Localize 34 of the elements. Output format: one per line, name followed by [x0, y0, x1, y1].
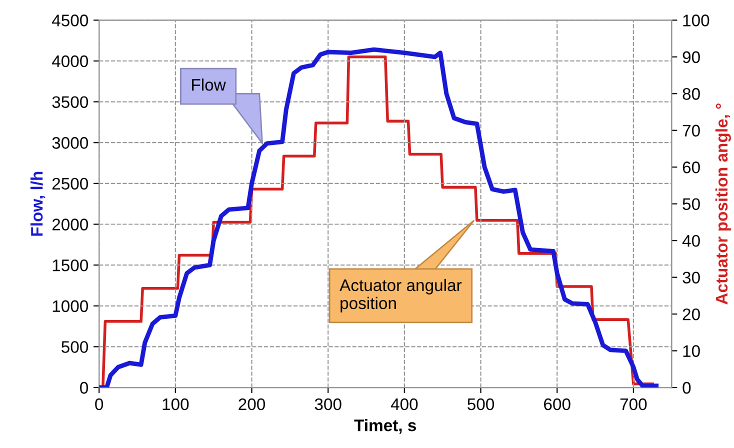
- y2-tick-label: 50: [682, 198, 700, 210]
- annotation: Flow: [192, 78, 226, 91]
- y-tick-label: 4500: [52, 14, 88, 26]
- x-tick-label: 0: [95, 398, 104, 410]
- y2-tick-label: 60: [682, 162, 700, 174]
- x-tick-label: 300: [314, 398, 342, 410]
- y2-tick-label: 10: [683, 345, 700, 357]
- y-tick-label: 3500: [52, 96, 88, 108]
- y-tick-label: 1000: [52, 300, 88, 312]
- y2-tick-label: 20: [682, 308, 700, 320]
- annotation: Actuator angular position: [340, 278, 462, 312]
- y-axis-title: Flow, l/h: [30, 172, 46, 236]
- x-tick-label: 200: [238, 398, 266, 410]
- y-tick-label: 500: [62, 341, 88, 353]
- y-tick-label: 2000: [52, 218, 88, 230]
- y-tick-label: 3000: [52, 137, 88, 149]
- y2-tick-label: 40: [682, 234, 700, 247]
- x-tick-label: 400: [390, 398, 418, 410]
- y-tick-label: 1500: [52, 259, 88, 272]
- y2-tick-label: 30: [682, 272, 700, 284]
- x-axis-title: Timet, s: [354, 419, 416, 434]
- y2-tick-label: 70: [682, 124, 700, 137]
- x-tick-label: 500: [468, 398, 494, 410]
- x-tick-label: 100: [162, 398, 189, 410]
- y-tick-label: 2500: [52, 178, 88, 190]
- y2-tick-label: 90: [682, 51, 700, 64]
- y2-tick-label: 0: [682, 382, 691, 394]
- y2-axis-title: Actuator position angle, °: [715, 104, 731, 304]
- x-tick-label: 700: [620, 398, 647, 410]
- y2-tick-label: 80: [682, 88, 700, 100]
- x-tick-label: 600: [544, 398, 570, 410]
- y-tick-label: 4000: [52, 55, 88, 68]
- y2-tick-label: 100: [683, 14, 710, 26]
- y-tick-label: 0: [80, 382, 88, 394]
